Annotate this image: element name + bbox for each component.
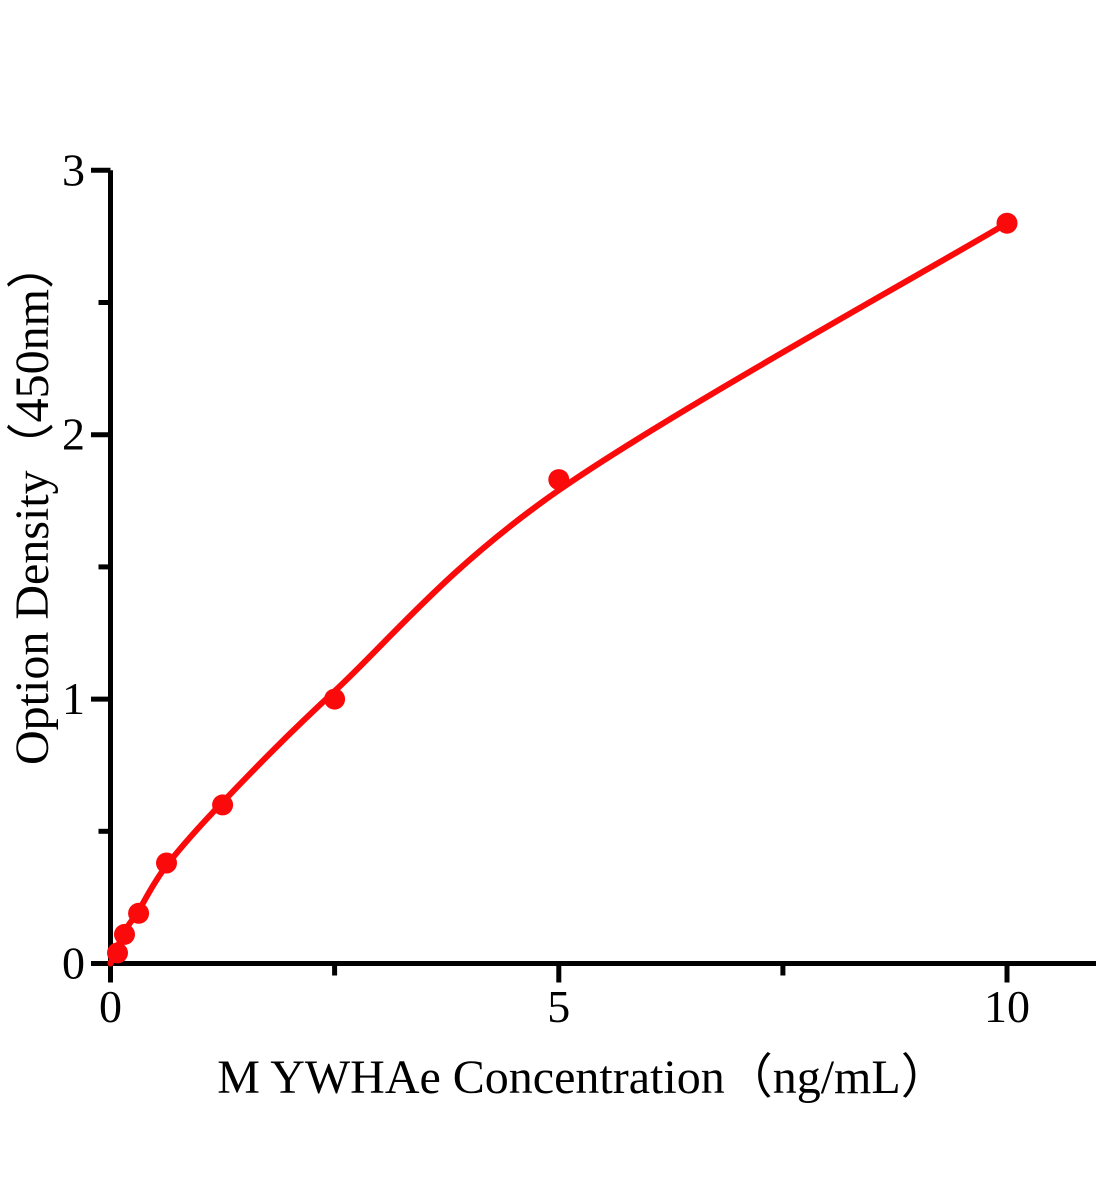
data-point-marker	[212, 794, 234, 816]
data-point-marker	[548, 469, 570, 491]
x-tick-label: 5	[547, 981, 570, 1032]
data-point-marker	[107, 942, 128, 964]
x-tick-label: 10	[984, 981, 1030, 1032]
data-point-marker	[156, 852, 177, 874]
data-point-marker	[128, 902, 150, 924]
data-point-marker	[996, 212, 1018, 234]
x-tick-label: 0	[99, 981, 122, 1032]
x-axis-title: M YWHAe Concentration（ng/mL）	[217, 1051, 949, 1104]
y-tick-label: 0	[62, 938, 85, 989]
y-tick-label: 1	[62, 673, 85, 724]
data-point-marker	[114, 923, 135, 945]
data-point-marker	[324, 688, 346, 710]
y-tick-label: 3	[62, 144, 85, 195]
fit-curve-line	[107, 220, 1010, 967]
y-tick-label: 2	[62, 409, 85, 460]
y-axis-title: Option Density（450nm）	[6, 241, 59, 765]
